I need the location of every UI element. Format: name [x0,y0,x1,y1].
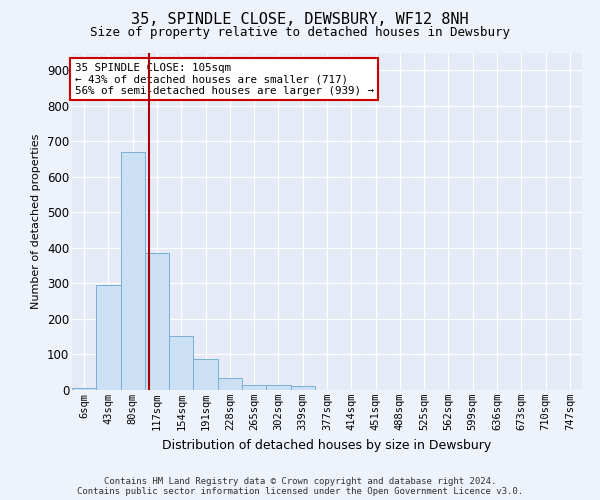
Text: Size of property relative to detached houses in Dewsbury: Size of property relative to detached ho… [90,26,510,39]
Text: 35 SPINDLE CLOSE: 105sqm
← 43% of detached houses are smaller (717)
56% of semi-: 35 SPINDLE CLOSE: 105sqm ← 43% of detach… [74,62,374,96]
Bar [218,378,242,390]
Bar [266,386,290,390]
Bar [96,285,121,390]
Bar [121,152,145,390]
Bar [193,358,218,390]
Bar [169,336,193,390]
Text: Contains HM Land Registry data © Crown copyright and database right 2024.
Contai: Contains HM Land Registry data © Crown c… [77,476,523,496]
X-axis label: Distribution of detached houses by size in Dewsbury: Distribution of detached houses by size … [163,438,491,452]
Text: 35, SPINDLE CLOSE, DEWSBURY, WF12 8NH: 35, SPINDLE CLOSE, DEWSBURY, WF12 8NH [131,12,469,28]
Bar [290,386,315,390]
Bar [145,253,169,390]
Bar [242,385,266,390]
Y-axis label: Number of detached properties: Number of detached properties [31,134,41,309]
Bar [72,388,96,390]
